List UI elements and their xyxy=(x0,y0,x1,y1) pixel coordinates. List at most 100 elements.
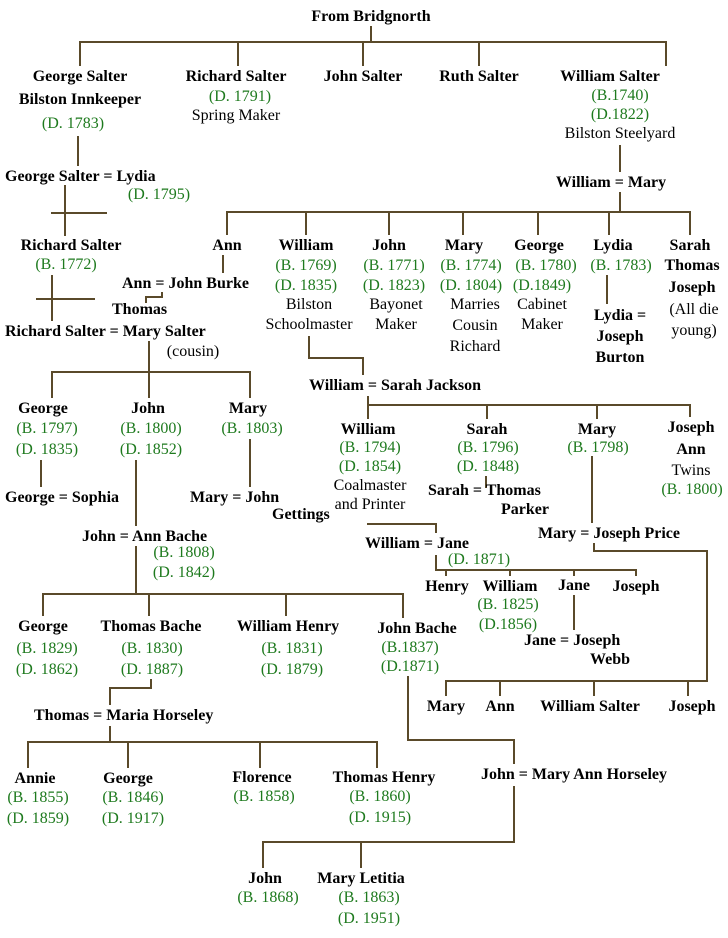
william-henry-born: (B. 1831) xyxy=(261,640,323,657)
thomas-henry-born: (B. 1860) xyxy=(349,788,411,805)
thomas-bache-name: Thomas Bache xyxy=(100,618,202,635)
john-b1771-born: (B. 1771) xyxy=(363,257,425,274)
ann-john-burke-couple: Ann = John Burke xyxy=(122,275,249,292)
john-b1800-died: (D. 1852) xyxy=(119,441,183,458)
george-b1829-born: (B. 1829) xyxy=(16,640,78,657)
william-b1794-born: (B. 1794) xyxy=(339,439,401,456)
mary-letitia-died: (D. 1951) xyxy=(337,910,401,927)
ann-name: Ann xyxy=(212,237,242,254)
john-bache-died: (D.1871) xyxy=(380,658,440,675)
ruth-salter-name: Ruth Salter xyxy=(439,68,519,85)
george-b1846-name: George xyxy=(103,770,153,787)
william-b1794-died: (D. 1854) xyxy=(338,458,402,475)
florence-born: (B. 1858) xyxy=(233,788,295,805)
mary-b1774-name: Mary xyxy=(444,237,484,254)
george-b1846-born: (B. 1846) xyxy=(102,789,164,806)
william-b1794-note2: and Printer xyxy=(334,496,406,513)
william-b1825-died: (D.1856) xyxy=(478,616,538,633)
william-b1794-note1: Coalmaster xyxy=(333,477,407,494)
richard-salter-died: (D. 1791) xyxy=(208,88,272,105)
thomas-young: Thomas xyxy=(664,257,720,274)
mary-b1798-born: (B. 1798) xyxy=(567,439,629,456)
twins-ann: Ann xyxy=(676,441,706,458)
william-henry-name: William Henry xyxy=(236,618,340,635)
richard-mary-salter-couple: Richard Salter = Mary Salter xyxy=(5,323,206,340)
john-b1800-name: John xyxy=(131,400,165,417)
william-b1769-name: William xyxy=(278,237,334,254)
annie-name: Annie xyxy=(14,770,56,787)
john-bache-name: John Bache xyxy=(377,620,457,637)
joseph-young: Joseph xyxy=(668,279,716,296)
mary-b1774-died: (D. 1804) xyxy=(439,277,503,294)
price-child-mary: Mary xyxy=(426,698,466,715)
lydia-couple-3: Burton xyxy=(595,349,645,366)
richard-salter-note: Spring Maker xyxy=(191,107,281,124)
john-b1771-note1: Bayonet xyxy=(369,296,423,313)
twins-note: Twins xyxy=(671,462,711,479)
thomas-burke: Thomas xyxy=(112,301,168,318)
william-salter-died: (D.1822) xyxy=(590,106,650,123)
price-child-william-salter: William Salter xyxy=(540,698,640,715)
mary-b1803-name: Mary xyxy=(228,400,268,417)
george-b1797-name: George xyxy=(18,400,68,417)
william-b1769-note1: Bilston xyxy=(285,296,333,313)
annie-born: (B. 1855) xyxy=(7,789,69,806)
mary-b1798-name: Mary xyxy=(577,421,617,438)
price-child-ann: Ann xyxy=(485,698,515,715)
william-b1825-born: (B. 1825) xyxy=(477,596,539,613)
mary-letitia-born: (B. 1863) xyxy=(338,889,400,906)
mary-joseph-price-couple: Mary = Joseph Price xyxy=(538,525,680,542)
lydia-name: Lydia xyxy=(593,237,633,254)
tree-title: From Bridgnorth xyxy=(311,8,431,25)
jane-joseph-webb-1: Jane = Joseph xyxy=(524,632,621,649)
thomas-bache-born: (B. 1830) xyxy=(121,640,183,657)
lydia-born: (B. 1783) xyxy=(590,257,652,274)
mary-john-gettings-2: Gettings xyxy=(272,506,330,523)
thomas-maria-couple: Thomas = Maria Horseley xyxy=(34,707,214,724)
sarah-thomas-parker-1: Sarah = Thomas xyxy=(428,482,541,499)
john-b1868-born: (B. 1868) xyxy=(237,889,299,906)
george-salter-note: Bilston Innkeeper xyxy=(18,91,142,108)
william-mary-couple: William = Mary xyxy=(555,174,667,191)
george-b1780-note2: Maker xyxy=(521,316,563,333)
thomas-bache-died: (D. 1887) xyxy=(120,661,184,678)
john-bache-born: (B.1837) xyxy=(381,639,439,656)
mary-b1774-note2: Cousin xyxy=(452,317,498,334)
john-b1771-died: (D. 1823) xyxy=(362,277,426,294)
george-salter-died: (D. 1783) xyxy=(41,115,105,132)
george-salter-name: George Salter xyxy=(32,68,128,85)
mary-b1774-note3: Richard xyxy=(449,338,501,355)
william-jane-couple: William = Jane xyxy=(365,535,469,552)
twins-born: (B. 1800) xyxy=(661,481,723,498)
thomas-henry-name: Thomas Henry xyxy=(332,769,436,786)
william-sarah-jackson-couple: William = Sarah Jackson xyxy=(309,377,481,394)
john-b1771-note2: Maker xyxy=(375,316,417,333)
all-die-young-note1: (All die xyxy=(669,301,719,318)
john-ann-bache-couple: John = Ann Bache xyxy=(82,528,208,545)
george-b1829-name: George xyxy=(18,618,68,635)
william-b1825-name: William xyxy=(482,578,538,595)
sarah-b1796-name: Sarah xyxy=(466,421,508,438)
john-maryann-couple: John = Mary Ann Horseley xyxy=(480,766,668,783)
richard-salter-2-name: Richard Salter xyxy=(20,237,122,254)
george-b1797-born: (B. 1797) xyxy=(16,420,78,437)
thomas-henry-died: (D. 1915) xyxy=(348,809,412,826)
george-b1780-note1: Cabinet xyxy=(517,296,567,313)
sarah-young: Sarah xyxy=(669,237,711,254)
george-b1829-died: (D. 1862) xyxy=(15,661,79,678)
william-b1769-note2: Schoolmaster xyxy=(265,316,353,333)
jane-name: Jane xyxy=(558,577,590,594)
ann-bache-born: (B. 1808) xyxy=(153,544,215,561)
florence-name: Florence xyxy=(232,769,292,786)
john-b1771-name: John xyxy=(372,237,406,254)
mary-letitia-name: Mary Letitia xyxy=(317,870,405,887)
jane-died: (D. 1871) xyxy=(447,551,511,568)
george-b1780-born: (B. 1780) xyxy=(515,257,577,274)
richard-salter-2-born: (B. 1772) xyxy=(35,256,97,273)
sarah-b1796-died: (D. 1848) xyxy=(456,458,520,475)
john-b1800-born: (B. 1800) xyxy=(120,420,182,437)
all-die-young-note2: young) xyxy=(671,322,717,339)
william-b1794-name: William xyxy=(340,421,396,438)
